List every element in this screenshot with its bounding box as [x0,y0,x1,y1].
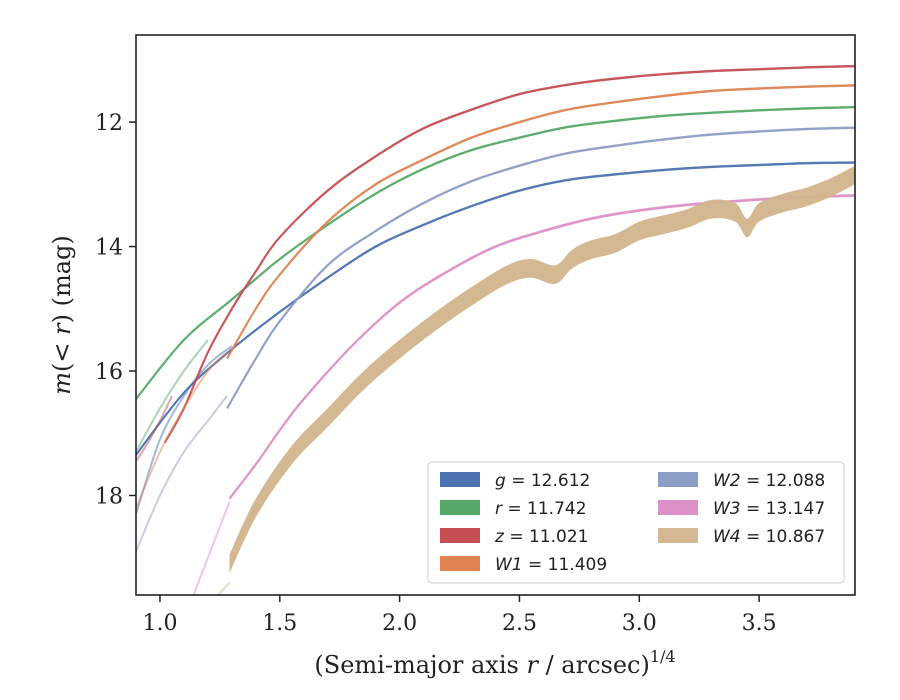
y-tick-label: 14 [95,236,123,261]
y-tick-label: 18 [95,484,123,509]
series-layer [136,64,855,595]
plot-frame [135,34,856,596]
series-w3-extrapolation [192,501,231,595]
series-g-line [136,161,855,456]
series-g-extrapolation [136,345,233,515]
legend-swatch-w2 [658,472,698,487]
series-z [136,64,855,462]
series-w2-line [226,126,855,409]
legend-label-w3: W3 = 13.147 [713,499,825,519]
series-r [136,105,855,453]
series-w1-extrapolation [136,351,228,509]
legend-label-z: z = 11.021 [494,527,588,547]
series-z-extrapolation [136,395,173,462]
series-w1 [136,84,855,509]
x-tick-label: 1.5 [262,611,297,636]
x-tick-label: 3.5 [742,611,777,636]
legend-label-g: g = 12.612 [495,471,590,491]
legend-label-r: r = 11.742 [495,499,587,519]
series-r-line [136,106,855,400]
x-tick-label: 3.0 [622,611,657,636]
legend-label-w4: W4 = 10.867 [713,527,825,547]
legend-swatch-z [440,528,480,543]
x-tick-label: 2.5 [502,611,537,636]
series-w3-line [228,194,855,500]
legend-label-w2: W2 = 12.088 [713,471,825,491]
x-tick-label: 2.0 [382,611,417,636]
series-w2-extrapolation [136,395,228,552]
legend: g = 12.612 r = 11.742 z = 11.021 W1 = 11.40… [427,461,845,584]
y-tick-label: 16 [95,360,123,385]
series-r-extrapolation [136,339,209,453]
axes-layer: 1.0 1.5 2.0 2.5 3.0 3.5 12 14 16 18 [95,111,777,636]
legend-swatch-w1 [440,556,480,571]
legend-label-w1: W1 = 11.409 [495,555,607,575]
legend-swatch-r [440,500,480,515]
series-w1-line [226,84,855,360]
series-w2 [136,126,855,552]
legend-swatch-w3 [658,500,698,515]
series-g [136,161,855,515]
series-w4-extrapolation [216,581,231,595]
legend-swatch-w4 [658,528,698,543]
legend-swatch-g [440,472,480,487]
y-tick-label: 12 [95,111,123,136]
legend-frame [427,461,845,584]
series-w4 [216,165,855,595]
series-w3 [192,194,855,595]
series-z-line [163,65,855,444]
x-axis-label: (Semi-major axis r / arcsec)1/4 [314,647,675,679]
y-axis-label: m(< r) (mag) [48,235,76,395]
series-w4-band [229,165,855,574]
x-tick-label: 1.0 [142,611,177,636]
